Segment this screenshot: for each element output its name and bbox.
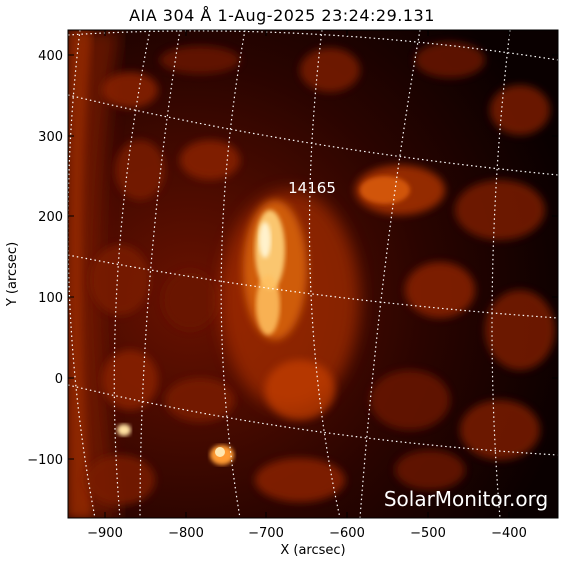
x-tick-label: −500	[410, 526, 446, 541]
active-region	[220, 176, 410, 420]
y-tick-label: 300	[38, 130, 63, 145]
y-tick-label: −100	[27, 453, 63, 468]
x-tick-label: −900	[87, 526, 123, 541]
solar-disk-image: 14165 SolarMonitor.org	[68, 30, 558, 518]
plot-frame	[67, 29, 559, 519]
image-title: AIA 304 Å 1-Aug-2025 23:24:29.131	[129, 6, 435, 25]
x-tick-label: −400	[491, 526, 527, 541]
x-tick-label: −700	[248, 526, 284, 541]
x-axis-label: X (arcsec)	[280, 543, 345, 558]
region-label: 14165	[288, 179, 336, 197]
y-tick-label: 0	[55, 372, 63, 387]
watermark: SolarMonitor.org	[384, 487, 548, 511]
y-tick-label: 400	[38, 49, 63, 64]
y-tick-label: 100	[38, 291, 63, 306]
x-tick-label: −800	[168, 526, 204, 541]
x-tick-marks	[104, 30, 510, 518]
x-tick-label: −600	[329, 526, 365, 541]
bright-points	[117, 424, 234, 465]
y-tick-label: 200	[38, 210, 63, 225]
y-tick-marks	[68, 54, 558, 460]
heliographic-grid	[68, 30, 558, 518]
y-axis-label: Y (arcsec)	[5, 242, 20, 307]
